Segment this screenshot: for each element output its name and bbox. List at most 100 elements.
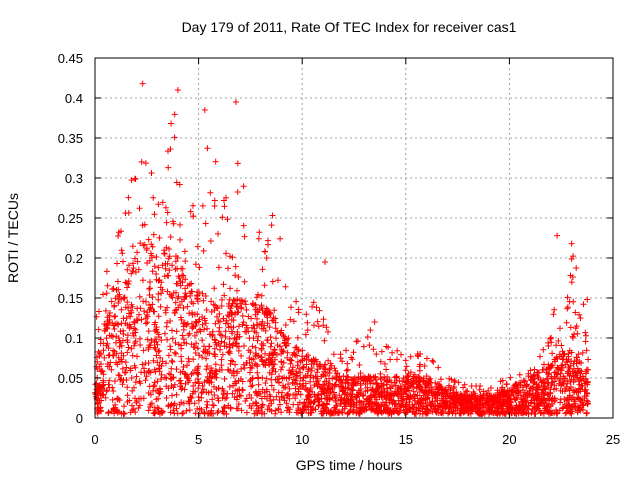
- data-point: [576, 405, 583, 412]
- data-point: [169, 327, 175, 334]
- data-point: [499, 377, 506, 384]
- data-point: [181, 370, 188, 377]
- data-point: [566, 347, 573, 354]
- data-point: [470, 394, 477, 401]
- data-point: [404, 393, 411, 400]
- data-point: [148, 241, 155, 248]
- data-point: [208, 308, 215, 315]
- data-point: [219, 214, 226, 221]
- data-point: [581, 393, 588, 400]
- data-point: [194, 243, 201, 250]
- data-point: [176, 377, 183, 384]
- data-point: [241, 365, 248, 371]
- data-point: [282, 335, 289, 342]
- data-point: [103, 290, 110, 297]
- data-point: [366, 401, 373, 408]
- data-point: [195, 385, 202, 392]
- data-point: [362, 375, 369, 382]
- data-point: [224, 312, 231, 319]
- data-point: [383, 404, 390, 411]
- data-point: [357, 386, 364, 392]
- data-point: [343, 395, 350, 402]
- data-point: [569, 368, 576, 375]
- data-point: [325, 328, 331, 335]
- data-point: [339, 380, 346, 387]
- data-point: [368, 387, 375, 394]
- data-point: [103, 268, 110, 275]
- data-point: [110, 333, 116, 340]
- data-point: [203, 366, 210, 373]
- data-point: [499, 410, 506, 417]
- data-point: [537, 377, 544, 383]
- data-point: [239, 312, 246, 319]
- data-point: [305, 368, 312, 375]
- x-tick-label: 20: [502, 432, 516, 447]
- data-point: [118, 342, 125, 349]
- data-point: [142, 360, 149, 367]
- data-point: [274, 328, 281, 335]
- data-point: [402, 367, 409, 374]
- data-point: [211, 383, 217, 390]
- data-point: [314, 318, 321, 325]
- data-point: [364, 384, 371, 391]
- data-point: [186, 377, 193, 384]
- data-point: [162, 204, 169, 211]
- data-point: [402, 379, 409, 386]
- data-point: [212, 158, 219, 165]
- data-point: [149, 294, 156, 301]
- data-point: [550, 311, 557, 318]
- data-point: [427, 400, 434, 407]
- data-point: [233, 396, 240, 403]
- data-point: [302, 331, 309, 338]
- data-point: [168, 120, 175, 127]
- data-point: [498, 386, 505, 392]
- data-point: [205, 389, 212, 396]
- data-point: [217, 331, 224, 338]
- data-point: [190, 383, 197, 389]
- data-point: [204, 350, 211, 357]
- data-point: [305, 352, 311, 359]
- data-point: [97, 351, 104, 358]
- data-point: [242, 301, 249, 308]
- data-point: [360, 392, 367, 399]
- data-point: [291, 349, 297, 356]
- data-point: [203, 404, 210, 411]
- data-point: [134, 249, 141, 256]
- data-point: [321, 361, 328, 368]
- data-point: [349, 386, 356, 393]
- data-point: [123, 315, 130, 322]
- data-point: [105, 381, 112, 388]
- data-point: [557, 399, 564, 406]
- data-point: [194, 345, 201, 352]
- data-point: [489, 395, 496, 402]
- data-point: [559, 348, 566, 355]
- data-point: [323, 324, 330, 331]
- data-point: [104, 282, 111, 289]
- data-point: [141, 369, 148, 376]
- data-point: [302, 373, 309, 380]
- data-point: [229, 254, 236, 261]
- data-point: [131, 362, 138, 369]
- data-point: [115, 321, 122, 328]
- data-point: [323, 392, 330, 399]
- data-point: [150, 357, 157, 364]
- data-point: [551, 386, 557, 393]
- data-point: [204, 377, 211, 384]
- data-point: [251, 328, 258, 335]
- data-point: [226, 341, 233, 348]
- data-point: [211, 197, 218, 204]
- data-point: [568, 279, 575, 286]
- data-point: [178, 345, 185, 352]
- data-point: [239, 321, 246, 328]
- data-point: [264, 388, 270, 395]
- data-point: [423, 409, 430, 416]
- data-point: [259, 266, 266, 273]
- data-point: [114, 278, 121, 285]
- data-point: [436, 381, 443, 388]
- data-point: [451, 377, 458, 384]
- data-point: [186, 407, 193, 413]
- data-point: [163, 360, 169, 367]
- data-point: [575, 395, 582, 402]
- data-point: [525, 370, 532, 377]
- data-point: [173, 328, 180, 335]
